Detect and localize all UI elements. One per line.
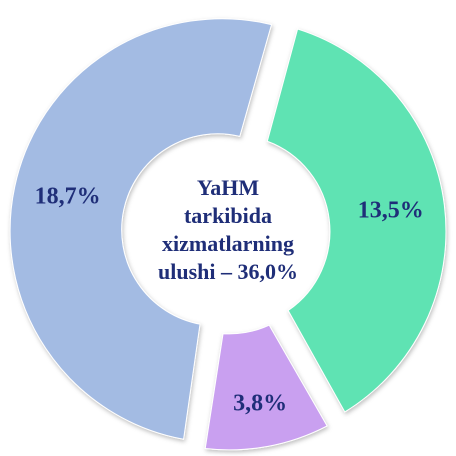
donut-segment	[204, 324, 328, 451]
center-label: YaHM	[197, 175, 260, 200]
center-label: tarkibida	[184, 203, 272, 228]
center-label: ulushi – 36,0%	[158, 259, 298, 284]
value-label: 18,7%	[35, 183, 101, 209]
donut-segment	[266, 28, 447, 413]
value-label: 13,5%	[358, 197, 424, 223]
donut-segment	[9, 18, 273, 440]
value-label: 3,8%	[233, 391, 287, 417]
center-label: xizmatlarning	[162, 231, 294, 256]
